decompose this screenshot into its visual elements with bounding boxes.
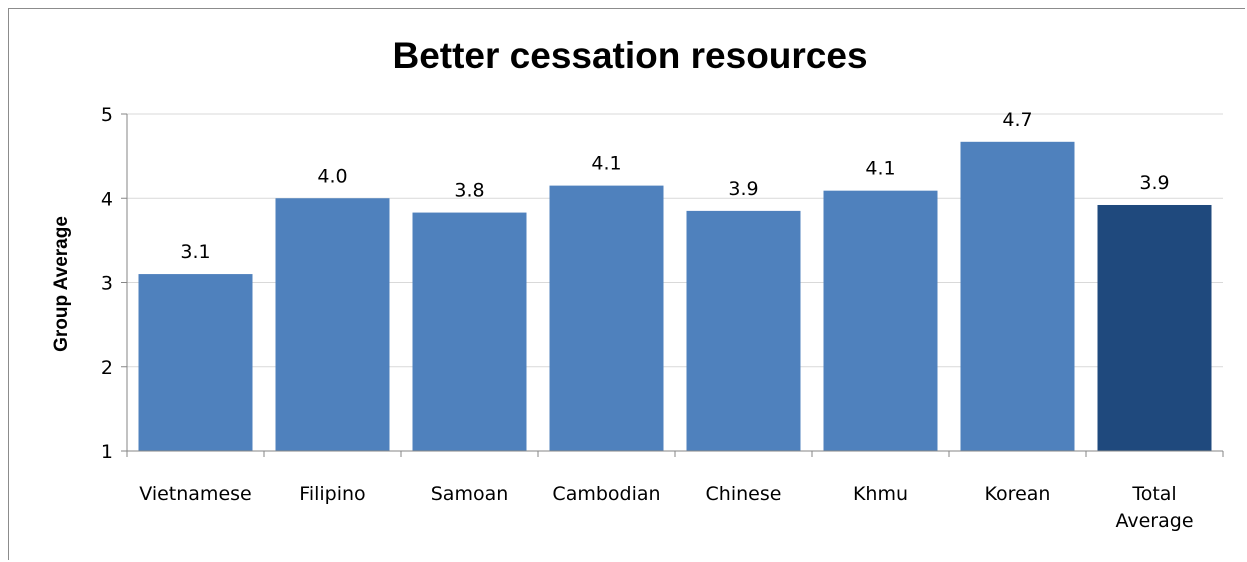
data-label: 3.8 — [454, 180, 484, 202]
data-label: 3.9 — [1139, 172, 1169, 194]
bar-samoan — [412, 212, 527, 451]
bar-khmu — [823, 190, 938, 452]
x-tick-label: Cambodian — [552, 483, 660, 505]
bar-korean — [960, 141, 1075, 452]
bar-vietnamese — [138, 274, 253, 451]
chart-title: Better cessation resources — [392, 35, 867, 76]
y-tick-label: 5 — [101, 104, 113, 126]
labels: 1 2 3 4 5 3.1 4.0 3.8 4.1 3.9 4.1 4.7 3.9 Vietnamese F… — [101, 104, 1194, 532]
x-tick-label: Khmu — [853, 483, 908, 505]
x-tick-label: Korean — [985, 483, 1051, 505]
y-axis-label: Group Average — [51, 216, 72, 352]
data-label: 3.1 — [180, 241, 210, 263]
y-tick-label: 4 — [101, 188, 113, 210]
bar-cambodian — [549, 185, 664, 452]
bar-chinese — [686, 210, 801, 451]
axes — [121, 113, 1224, 457]
data-label: 4.0 — [317, 165, 347, 187]
bars — [138, 141, 1212, 452]
y-tick-label: 3 — [101, 273, 113, 295]
y-tick-label: 2 — [101, 357, 113, 379]
x-tick-label: Samoan — [431, 483, 509, 505]
y-tick-label: 1 — [101, 441, 113, 463]
x-tick-label: Chinese — [706, 483, 782, 505]
x-tick-label: Total Average — [1115, 483, 1193, 532]
bar-filipino — [275, 198, 390, 451]
x-tick-label: Filipino — [299, 483, 365, 505]
x-tick-label: Vietnamese — [139, 483, 251, 505]
data-label: 3.9 — [728, 178, 758, 200]
data-label: 4.1 — [865, 158, 895, 180]
data-label: 4.7 — [1002, 109, 1032, 131]
chart-frame — [8, 8, 1245, 560]
data-label: 4.1 — [591, 153, 621, 175]
bar-total-average — [1097, 204, 1212, 451]
